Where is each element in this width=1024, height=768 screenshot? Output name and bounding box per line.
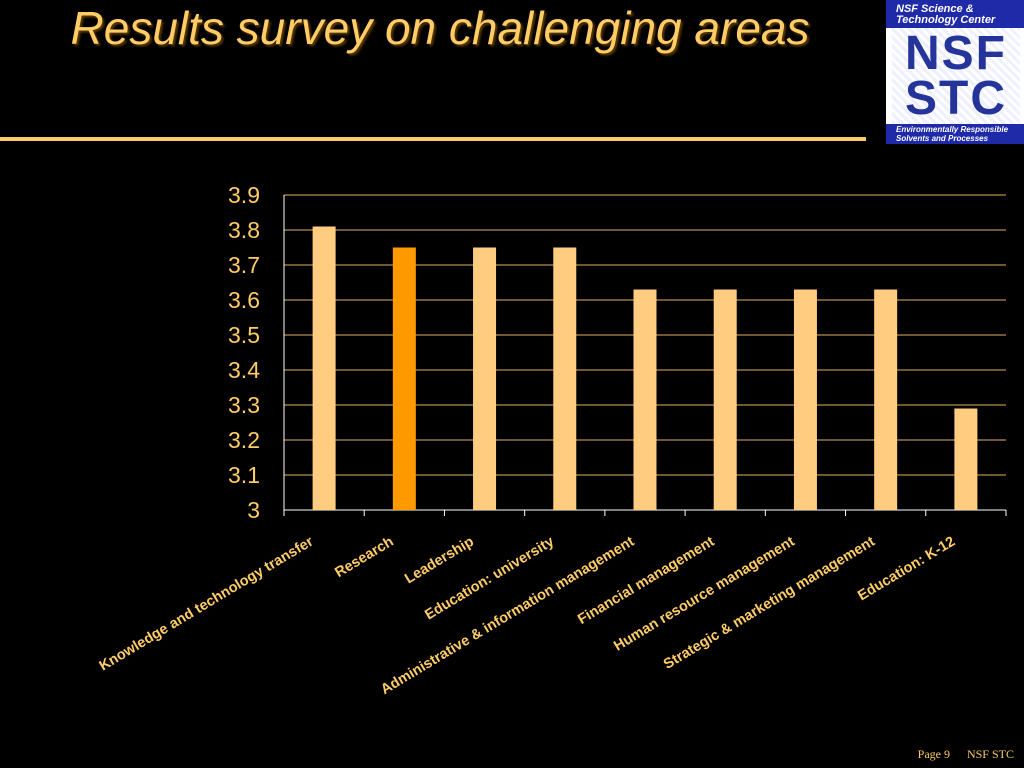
y-tick-label: 3.9 [228, 182, 260, 208]
page-number: Page 9 [917, 747, 950, 761]
y-tick-label: 3.8 [228, 217, 260, 243]
logo-caption-1: Environmentally Responsible [896, 125, 1009, 134]
x-category-label: Research [332, 534, 396, 581]
logo-caption-2: Solvents and Processes [896, 134, 989, 143]
y-tick-label: 3.1 [228, 462, 260, 488]
title-underline [0, 137, 866, 141]
bar-4 [553, 247, 577, 510]
bar-chart: 3 3.1 3.2 3.3 3.4 3.5 3.6 3.7 3.8 3.9 Knowledge an… [97, 182, 1007, 698]
y-tick-label: 3.6 [228, 287, 260, 313]
bar-5 [633, 289, 657, 510]
y-tick-label: 3 [247, 497, 260, 523]
logo-mark-stc: STC [905, 72, 1007, 125]
logo-header: NSF Science & Technology Center [886, 0, 1024, 28]
logo-mark-nsf: NSF [905, 27, 1007, 80]
x-category-label: Knowledge and technology transfer [97, 534, 317, 675]
bar-2 [392, 247, 416, 510]
footer-org: NSF STC [966, 747, 1014, 761]
logo-line-2: Technology Center [896, 14, 996, 26]
bar-6 [713, 289, 737, 510]
logo-footer: Environmentally Responsible Solvents and… [886, 124, 1024, 144]
bar-8 [874, 289, 898, 510]
slide-footer: Page 9 NSF STC [918, 747, 1014, 762]
x-category-label: Leadership [402, 534, 477, 588]
bar-3 [473, 247, 497, 510]
y-tick-label: 3.5 [228, 322, 260, 348]
logo-line-1: NSF Science & [896, 3, 974, 15]
y-tick-label: 3.2 [228, 427, 260, 453]
logo-mark: NSF STC [892, 28, 1020, 124]
bar-7 [793, 289, 817, 510]
y-tick-label: 3.4 [228, 357, 260, 383]
slide-title: Results survey on challenging areas [70, 2, 810, 54]
nsf-stc-logo: NSF Science & Technology Center NSF STC … [886, 0, 1024, 144]
y-tick-label: 3.3 [228, 392, 260, 418]
bar-1 [312, 226, 336, 510]
bar-9 [954, 408, 978, 510]
y-tick-label: 3.7 [228, 252, 260, 278]
x-category-label: Education: university [422, 534, 557, 624]
x-category-label: Financial management [575, 534, 717, 628]
